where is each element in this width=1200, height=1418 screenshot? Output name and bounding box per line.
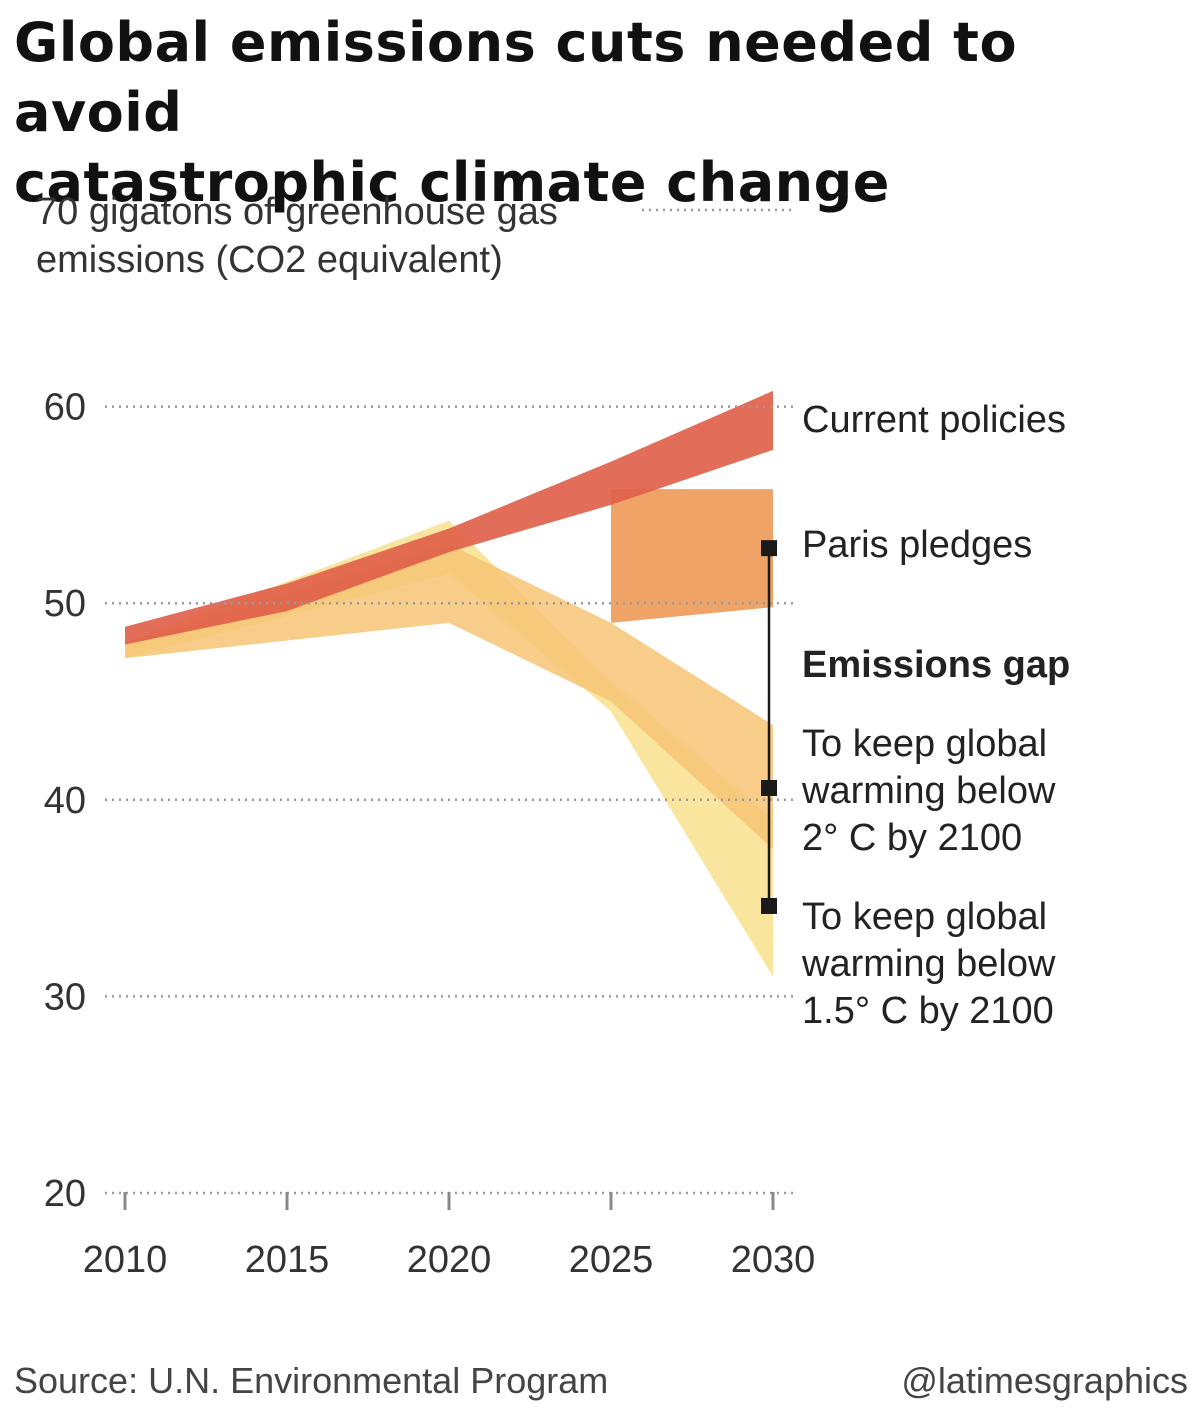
series-label-to-keep-global-warming-below-2-line-1: To keep global [802, 723, 1047, 765]
emissions-gap-point-1 [761, 540, 777, 557]
series-label-paris-pledges-line-1: Paris pledges [802, 524, 1032, 566]
emissions-chart: 60 50 40 30 20 2010 2015 2020 2025 2030 70 gigato… [36, 191, 1070, 1281]
series-label-to-keep-global-warming-below-2-line-2: warming below [801, 770, 1056, 812]
source-note: Source: U.N. Environmental Program [14, 1360, 609, 1401]
emission-bands [125, 390, 773, 977]
emissions-gap-point-2 [761, 780, 777, 797]
series-label-to-keep-global-warming-below-1-line-3: 1.5° C by 2100 [802, 990, 1054, 1032]
series-label-to-keep-global-warming-below-2-line-3: 2° C by 2100 [802, 817, 1022, 859]
emissions-gap-point-3 [761, 897, 777, 914]
chart-title-line-2: catastrophic climate change [14, 151, 890, 214]
y-axis-label-line-2: emissions (CO2 equivalent) [36, 239, 503, 281]
series-label-to-keep-global-warming-below-1-line-1: To keep global [802, 896, 1047, 938]
x-tick-label-2020: 2020 [407, 1239, 492, 1281]
x-tick-label-2030: 2030 [731, 1239, 816, 1281]
y-tick-label-60: 60 [44, 387, 86, 429]
chart-title: Global emissions cuts needed to avoid ca… [14, 8, 1194, 218]
y-tick-label-30: 30 [44, 976, 86, 1018]
gridlines: 60 50 40 30 20 2010 2015 2020 2025 2030 [44, 208, 816, 1281]
series-label-to-keep-global-warming-below-1-line-2: warming below [801, 943, 1056, 985]
credit-note: @latimesgraphics [901, 1360, 1188, 1401]
y-tick-label-20: 20 [44, 1173, 86, 1215]
y-axis-label-line-1: 70 gigatons of greenhouse gas [36, 191, 558, 233]
band-current-policies [125, 390, 773, 645]
y-tick-label-40: 40 [44, 780, 86, 822]
y-tick-label-50: 50 [44, 583, 86, 625]
x-tick-label-2015: 2015 [245, 1239, 330, 1281]
emissions-gap-label: Emissions gap [802, 644, 1070, 686]
emissions-gap-marker [761, 540, 777, 914]
band-to-keep-global-warming-below-2-c-by-2100 [125, 544, 773, 849]
chart-title-line-1: Global emissions cuts needed to avoid [14, 11, 1018, 144]
band-to-keep-global-warming-below-1-5-c-by-21 [125, 520, 773, 977]
x-tick-label-2025: 2025 [569, 1239, 654, 1281]
labels: 70 gigatons of greenhouse gas emissions (… [36, 191, 1070, 1032]
x-tick-label-2010: 2010 [83, 1239, 168, 1281]
band-paris-pledges [611, 489, 773, 623]
series-label-current-policies-line-1: Current policies [802, 399, 1066, 441]
